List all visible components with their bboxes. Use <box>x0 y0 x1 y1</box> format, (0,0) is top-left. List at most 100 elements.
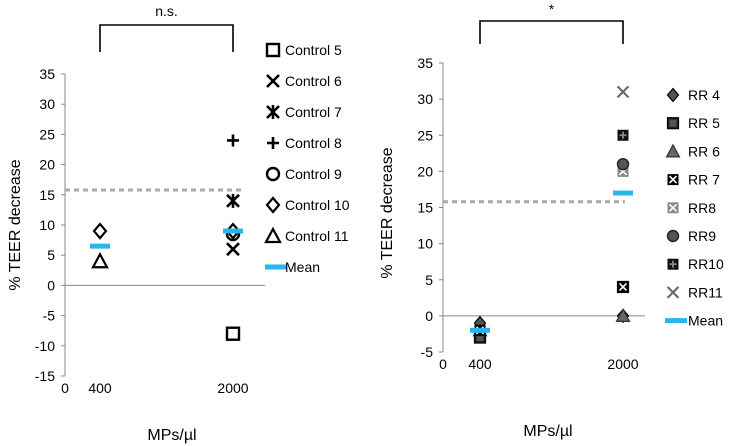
y-axis-title: % TEER decrease <box>379 147 396 278</box>
y-tick-label: 25 <box>417 127 433 143</box>
data-point <box>615 308 631 322</box>
legend-mean-swatch <box>665 318 687 324</box>
y-tick-label: 0 <box>47 277 55 293</box>
marker-shape <box>266 74 280 88</box>
legend-label: RR8 <box>688 200 716 216</box>
marker-shape-inner <box>669 119 677 127</box>
marker-shape <box>666 286 680 299</box>
mean-bar <box>223 228 243 234</box>
legend-label: RR 4 <box>688 87 720 103</box>
marker-shape <box>226 193 240 208</box>
marker-shape <box>616 85 630 99</box>
mean-bar <box>470 327 490 333</box>
x-tick-label: 0 <box>439 356 447 372</box>
data-point <box>91 251 109 269</box>
marker-shape <box>616 157 630 171</box>
y-tick-label: 35 <box>417 55 433 71</box>
legend-label: RR10 <box>688 256 724 272</box>
y-tick-label: 15 <box>39 187 55 203</box>
marker-shape <box>666 229 680 243</box>
data-point <box>225 326 241 341</box>
legend-marker <box>265 196 281 214</box>
y-tick-label: 35 <box>39 66 55 82</box>
y-tick-label: 20 <box>417 163 433 179</box>
y-tick-label: 20 <box>39 157 55 173</box>
data-point <box>227 134 239 147</box>
legend-marker <box>265 42 281 58</box>
legend-label: Control 5 <box>285 42 342 58</box>
y-tick-label: 10 <box>39 217 55 233</box>
y-tick-label: -5 <box>43 308 56 324</box>
legend-label: RR 6 <box>688 143 720 159</box>
legend-marker <box>264 226 282 244</box>
marker-shape <box>665 143 681 158</box>
y-tick-label: 0 <box>425 308 433 324</box>
legend-mean-swatch <box>265 264 287 270</box>
x-tick-label: 2000 <box>217 380 248 396</box>
legend-label: Control 6 <box>285 73 342 89</box>
legend: RR 4 RR 5 RR 6 RR 7 RR8 RR9 RR10 RR11 Mean <box>665 87 724 329</box>
legend-marker <box>667 202 679 214</box>
marker-shape <box>227 134 239 147</box>
marker-shape <box>266 105 280 119</box>
legend-marker <box>666 229 680 243</box>
legend-marker <box>666 87 680 103</box>
data-point <box>616 157 630 171</box>
data-point <box>226 242 240 257</box>
y-tick-label: 30 <box>417 91 433 107</box>
mean-bar <box>613 190 633 196</box>
legend-marker <box>666 117 680 130</box>
y-tick-label: 15 <box>417 200 433 216</box>
significance-label: * <box>549 1 555 17</box>
legend-marker <box>667 258 679 270</box>
x-axis-title: MPs/µl <box>523 423 572 440</box>
significance-bracket <box>479 20 624 44</box>
marker-shape-inner <box>618 282 628 292</box>
marker-shape-inner <box>476 334 484 342</box>
data-point <box>617 281 629 293</box>
chart-panel-right: -5 0 5 10 15 20 25 30 35 0 400 2000 MPs/µl % TEER dec… <box>379 1 724 440</box>
chart-panel-left: -15 -10 -5 0 5 10 15 20 25 30 35 0 400 2000 MPs/µl % TE… <box>7 3 350 444</box>
legend-label: RR 7 <box>688 172 720 188</box>
legend-marker <box>267 137 279 149</box>
marker-shape-inner <box>668 175 678 184</box>
data-point <box>92 222 108 240</box>
legend-marker <box>666 286 680 299</box>
legend-label: Control 8 <box>285 135 342 151</box>
marker-shape-inner <box>669 260 677 268</box>
legend-label: Control 10 <box>285 197 350 213</box>
data-point <box>617 129 629 141</box>
y-axis-title: % TEER decrease <box>7 159 24 290</box>
legend-marker <box>266 105 280 119</box>
marker-shape <box>91 251 109 269</box>
data-point <box>616 85 630 99</box>
legend-label: Mean <box>688 313 723 329</box>
marker-shape <box>265 196 281 214</box>
legend-label: RR11 <box>688 284 723 300</box>
marker-shape <box>666 87 680 103</box>
legend-label: Control 11 <box>285 228 349 244</box>
x-axis-title: MPs/µl <box>147 427 196 444</box>
marker-shape <box>225 326 241 341</box>
significance-bracket <box>99 24 234 52</box>
x-tick-label: 400 <box>468 356 492 372</box>
legend-label: Control 9 <box>285 166 342 182</box>
data-point <box>226 193 240 208</box>
y-tick-label: 10 <box>417 236 433 252</box>
marker-shape <box>264 226 282 244</box>
x-tick-label: 0 <box>61 380 69 396</box>
y-tick-label: 5 <box>425 272 433 288</box>
marker-shape <box>92 222 108 240</box>
legend-marker <box>265 166 281 182</box>
legend-label: Control 7 <box>285 104 342 120</box>
mean-bar <box>90 243 110 249</box>
legend-marker <box>665 143 681 158</box>
y-tick-label: 5 <box>47 247 55 263</box>
legend: Control 5 Control 6 Control 7 Control 8 Cont… <box>264 42 350 275</box>
legend-label: Mean <box>285 259 320 275</box>
significance-label: n.s. <box>155 3 178 19</box>
x-tick-label: 400 <box>88 380 112 396</box>
y-tick-label: 25 <box>39 126 55 142</box>
marker-shape <box>615 308 631 322</box>
